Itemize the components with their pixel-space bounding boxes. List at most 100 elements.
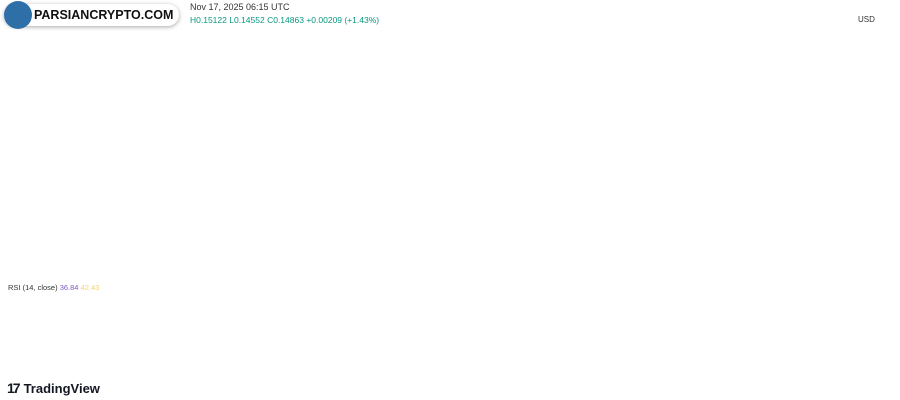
candle-oct-25[interactable] xyxy=(296,131,310,141)
candle-nov-3[interactable] xyxy=(443,102,456,145)
price-tick-label: 0.10800 xyxy=(858,256,887,265)
tradingview-branding: 17 TradingView xyxy=(7,380,100,396)
candle-oct-7[interactable] xyxy=(3,56,17,73)
candle-oct-20[interactable] xyxy=(215,122,228,144)
candle-body xyxy=(622,147,635,169)
price-tick-label: 0.21000 xyxy=(858,78,887,87)
candle-oct-26[interactable] xyxy=(313,123,326,142)
candle-body xyxy=(231,130,245,140)
price-tick-label: 0.17000 xyxy=(858,135,887,144)
candle-nov-9[interactable] xyxy=(540,125,554,141)
candle-body xyxy=(117,102,131,109)
flash-icon[interactable] xyxy=(673,266,685,278)
candle-oct-27[interactable] xyxy=(329,114,342,129)
tradingview-name: TradingView xyxy=(23,380,100,396)
candle-oct-17[interactable] xyxy=(166,137,180,164)
date-tick-label: 27 xyxy=(836,361,845,370)
candle-body xyxy=(85,115,98,143)
candle-oct-18[interactable] xyxy=(182,144,196,152)
candle-body xyxy=(68,126,82,143)
ohlc-readout: H0.15122 L0.14552 C0.14863 +0.00209 (+1.… xyxy=(190,15,379,25)
high-value: H0.15122 xyxy=(190,15,227,25)
candle-oct-31[interactable] xyxy=(394,92,408,110)
upper-trendline[interactable] xyxy=(62,47,826,126)
candle-body xyxy=(264,145,277,148)
tradingview-logo-icon: 17 xyxy=(7,380,21,396)
price-divergence-arrow[interactable] xyxy=(76,168,664,223)
candle-nov-5[interactable] xyxy=(475,128,489,155)
candle-body xyxy=(671,174,684,179)
rsi-tick-label: 40.00 xyxy=(858,327,879,336)
candle-nov-16[interactable] xyxy=(654,163,668,181)
date-tick-label: 25 xyxy=(803,361,812,370)
candle-oct-14[interactable] xyxy=(117,101,131,130)
candle-nov-17[interactable] xyxy=(671,169,684,181)
rsi-tick-label: 50.00 xyxy=(858,313,879,322)
candle-oct-24[interactable] xyxy=(280,137,294,149)
candle-oct-11[interactable] xyxy=(68,108,82,153)
rsi-divergence-arrow[interactable] xyxy=(76,338,664,355)
candle-oct-16[interactable] xyxy=(150,116,163,141)
candle-body xyxy=(329,116,342,125)
candle-body xyxy=(378,94,391,102)
us-flag-icon[interactable] xyxy=(722,266,734,278)
price-tick-label: 0.23000 xyxy=(858,54,887,63)
candle-oct-19[interactable] xyxy=(199,133,212,151)
candle-nov-7[interactable] xyxy=(508,122,521,157)
candle-oct-30[interactable] xyxy=(378,81,391,111)
candle-oct-22[interactable] xyxy=(247,135,261,153)
candle-oct-12[interactable] xyxy=(85,111,98,148)
candle-oct-28[interactable] xyxy=(345,71,359,118)
candle-oct-10[interactable] xyxy=(52,78,66,132)
lower-trendline[interactable] xyxy=(107,159,852,188)
candle-nov-10[interactable] xyxy=(557,98,570,131)
price-tick-label: 0.13000 xyxy=(858,206,887,215)
candle-nov-2[interactable] xyxy=(426,98,440,109)
date-tick-label: Nov xyxy=(409,361,425,370)
candle-nov-6[interactable] xyxy=(492,131,505,153)
currency-label[interactable]: USD xyxy=(858,15,875,24)
candle-nov-8[interactable] xyxy=(524,123,538,138)
candle-body xyxy=(166,137,180,152)
rsi-band-background xyxy=(0,287,848,346)
rsi-tick-label: 60.00 xyxy=(858,298,879,307)
candle-body xyxy=(150,125,163,139)
last-price-value: 0.14863 xyxy=(856,166,883,175)
candle-oct-13[interactable] xyxy=(101,101,114,118)
candle-nov-1[interactable] xyxy=(410,89,424,102)
candle-nov-15[interactable] xyxy=(638,157,652,168)
candle-body xyxy=(199,138,212,146)
date-tick-label: 15 xyxy=(136,361,145,370)
rsi-value: 36.84 xyxy=(59,283,79,292)
rsi-tick-label: 70.00 xyxy=(858,283,879,292)
candle-oct-21[interactable] xyxy=(231,121,245,141)
candle-oct-15[interactable] xyxy=(133,107,147,127)
candle-body xyxy=(524,128,538,132)
candle-nov-13[interactable] xyxy=(606,122,619,153)
price-tick-label: 0.12200 xyxy=(858,223,887,232)
change-value: +0.00209 (+1.43%) xyxy=(306,15,380,25)
candle-oct-9[interactable] xyxy=(36,70,49,83)
date-tick-label: 5 xyxy=(480,361,485,370)
candle-nov-12[interactable] xyxy=(589,114,603,134)
date-tick-label: 29 xyxy=(364,361,373,370)
candle-oct-23[interactable] xyxy=(264,138,277,151)
date-tick-label: 9 xyxy=(40,361,45,370)
candle-nov-4[interactable] xyxy=(459,125,473,171)
us-flag-icon[interactable] xyxy=(707,266,719,278)
date-tick-label: 27 xyxy=(331,361,340,370)
candle-nov-14[interactable] xyxy=(622,147,635,172)
date-tick-label: 19 xyxy=(706,361,715,370)
watermark-text: PARSIANCRYPTO.COM xyxy=(34,8,174,22)
price-tick-label: 0.14000 xyxy=(858,187,887,196)
candle-nov-11[interactable] xyxy=(573,100,587,129)
candle-body xyxy=(182,145,196,152)
candle-oct-8[interactable] xyxy=(19,70,33,75)
date-tick-label: 21 xyxy=(738,361,747,370)
date-tick-label: 17 xyxy=(168,361,177,370)
candle-oct-29[interactable] xyxy=(361,87,375,108)
candle-body xyxy=(426,100,440,104)
date-tick-label: 19 xyxy=(201,361,210,370)
candle-body xyxy=(589,127,603,134)
